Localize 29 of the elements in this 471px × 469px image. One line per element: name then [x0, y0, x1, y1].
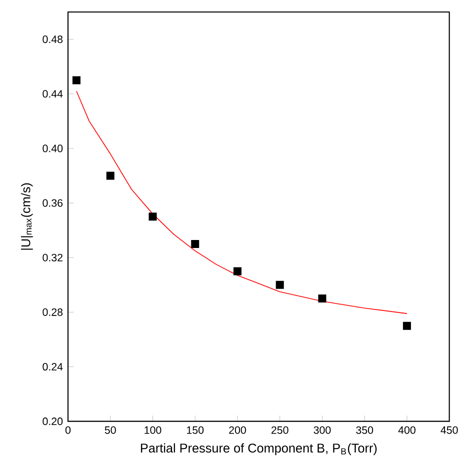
x-tick-label: 400	[398, 426, 416, 434]
y-tick-label: 0.36	[42, 199, 63, 207]
y-tick-label: 0.44	[42, 90, 63, 98]
x-tick-label: 350	[356, 426, 374, 434]
x-tick-label: 150	[187, 426, 204, 434]
point	[191, 240, 200, 248]
point	[72, 76, 80, 84]
x-tick-label: 450	[440, 426, 458, 434]
point	[276, 280, 284, 289]
x-tick-label: 250	[271, 426, 288, 434]
x-tick-label: 100	[144, 426, 162, 434]
y-tick-label: 0.48	[42, 36, 63, 44]
point	[106, 172, 114, 180]
y-tick-label: 0.20	[42, 418, 63, 426]
point	[402, 322, 411, 330]
y-tick-label: 0.28	[42, 308, 63, 316]
point	[318, 294, 326, 303]
y-tick-label: 0.40	[42, 144, 63, 152]
y-tick-label: 0.24	[42, 362, 63, 371]
y-axis-title: |U|$_{max}$(cm/s)	[20, 183, 33, 250]
x-axis-title: Partial Pressure of Component B, P$_{B}$(Torr)	[140, 443, 377, 456]
x-tick-label: 50	[104, 426, 116, 434]
line-series	[76, 90, 408, 314]
x-tick-label: 300	[314, 426, 331, 434]
x-tick-label: 200	[229, 426, 246, 434]
point	[148, 212, 157, 221]
point	[233, 267, 242, 276]
y-tick-label: 0.32	[42, 254, 62, 262]
x-tick-label: 0	[65, 426, 71, 434]
